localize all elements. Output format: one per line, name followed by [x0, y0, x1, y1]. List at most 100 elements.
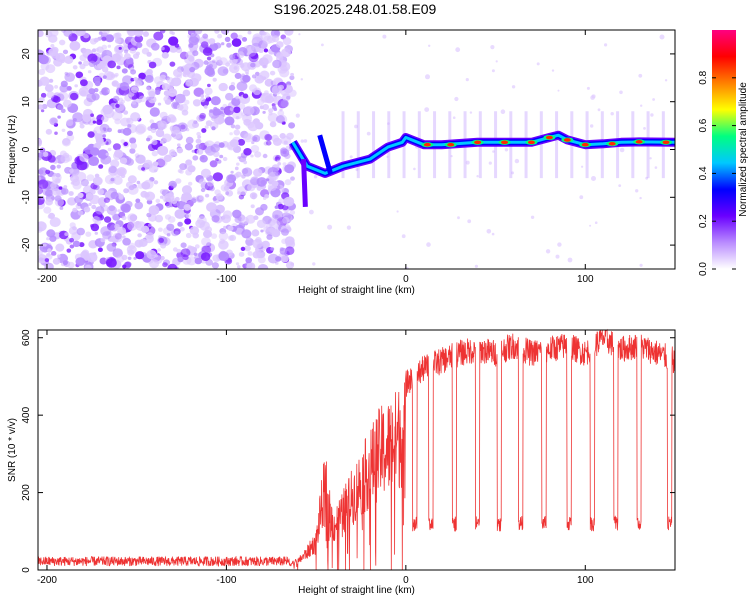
noise-blob — [131, 86, 139, 93]
noise-blob — [82, 185, 94, 195]
noise-blob — [288, 89, 297, 97]
noise-blob — [107, 147, 112, 152]
noise-blob — [46, 237, 50, 241]
noise-blob — [115, 103, 120, 108]
noise-blob — [147, 143, 157, 152]
noise-blob — [185, 232, 192, 239]
noise-blob — [206, 56, 212, 61]
noise-blob — [201, 237, 211, 247]
noise-blob — [195, 138, 202, 144]
noise-blob — [467, 219, 472, 224]
noise-blob — [84, 264, 92, 269]
noise-blob — [240, 216, 249, 225]
noise-blob — [173, 68, 183, 78]
noise-blob — [511, 171, 514, 175]
noise-blob — [38, 97, 45, 103]
noise-blob — [160, 123, 165, 128]
noise-blob — [44, 258, 50, 263]
noise-blob — [145, 86, 151, 90]
noise-blob — [150, 128, 157, 134]
noise-blob — [229, 234, 237, 241]
noise-blob — [590, 95, 595, 100]
noise-blob — [272, 210, 283, 220]
noise-blob — [50, 182, 57, 189]
noise-blob — [241, 112, 246, 117]
noise-blob — [211, 262, 219, 269]
noise-blob — [66, 248, 72, 253]
noise-blob — [62, 99, 72, 108]
noise-blob — [279, 247, 288, 255]
noise-blob — [511, 85, 516, 89]
noise-blob — [218, 231, 229, 241]
noise-blob — [218, 251, 229, 261]
noise-blob — [495, 60, 498, 63]
noise-blob — [298, 33, 301, 36]
noise-blob — [103, 197, 110, 203]
noise-blob — [177, 256, 184, 263]
noise-blob — [282, 162, 287, 166]
noise-blob — [87, 53, 98, 63]
noise-blob — [155, 129, 165, 138]
noise-blob — [86, 252, 98, 263]
noise-blob — [159, 30, 166, 34]
noise-blob — [59, 39, 66, 46]
noise-blob — [282, 216, 290, 224]
noise-blob — [158, 227, 163, 232]
noise-blob — [110, 177, 115, 182]
noise-blob — [354, 124, 358, 129]
noise-blob — [189, 66, 196, 73]
noise-blob — [212, 172, 223, 182]
noise-blob — [284, 236, 295, 246]
noise-blob — [38, 104, 44, 110]
noise-blob — [61, 187, 69, 195]
noise-blob — [300, 139, 304, 143]
noise-blob — [100, 226, 112, 236]
noise-blob — [235, 262, 240, 266]
noise-blob — [69, 244, 75, 249]
noise-blob — [121, 215, 127, 221]
noise-blob — [166, 223, 175, 231]
noise-blob — [263, 197, 267, 200]
noise-blob — [160, 46, 165, 51]
noise-blob — [590, 124, 594, 128]
noise-blob — [279, 133, 286, 139]
noise-blob — [645, 176, 649, 180]
y-tick-label: -20 — [21, 237, 32, 252]
noise-blob — [121, 68, 128, 74]
noise-blob — [312, 262, 316, 266]
noise-blob — [181, 185, 193, 195]
noise-blob — [79, 153, 89, 162]
noise-blob — [248, 52, 259, 63]
noise-blob — [127, 184, 139, 195]
noise-blob — [545, 249, 551, 254]
noise-blob — [75, 71, 84, 79]
noise-blob — [218, 142, 225, 148]
noise-blob — [51, 172, 62, 183]
noise-blob — [93, 126, 104, 136]
noise-blob — [187, 119, 198, 129]
noise-blob — [89, 38, 97, 45]
noise-blob — [151, 150, 158, 157]
noise-blob — [122, 235, 126, 239]
noise-blob — [262, 110, 266, 114]
noise-blob — [75, 257, 86, 266]
noise-blob — [597, 108, 601, 112]
noise-blob — [113, 32, 120, 40]
noise-blob — [237, 138, 246, 146]
noise-blob — [127, 124, 132, 128]
x-tick-label: -100 — [216, 274, 236, 285]
noise-blob — [166, 114, 176, 123]
noise-blob — [133, 256, 137, 260]
noise-blob — [267, 112, 279, 123]
noise-blob — [281, 48, 291, 58]
noise-blob — [167, 88, 178, 97]
noise-blob — [413, 167, 416, 171]
noise-blob — [98, 164, 104, 169]
snr-background — [38, 330, 675, 570]
noise-blob — [488, 161, 492, 165]
noise-blob — [236, 51, 245, 59]
noise-blob — [243, 148, 252, 156]
x-axis-label: Height of straight line (km) — [298, 585, 415, 596]
noise-blob — [54, 85, 59, 89]
noise-blob — [204, 125, 209, 129]
